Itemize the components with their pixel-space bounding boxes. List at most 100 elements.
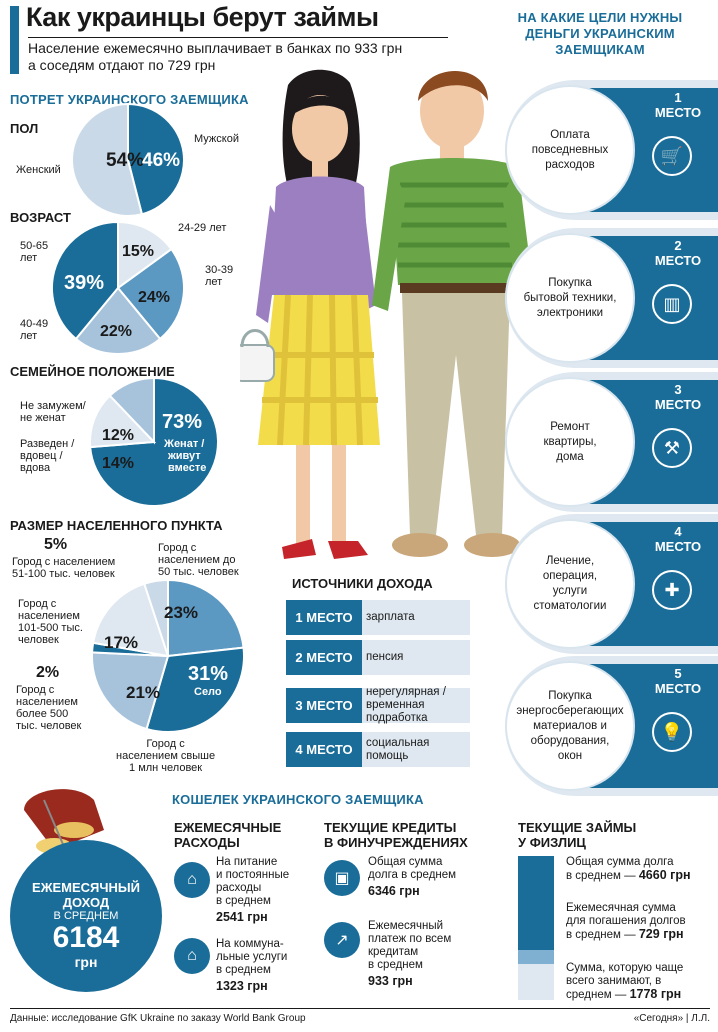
income-row: 1 МЕСТО зарплата: [286, 600, 470, 635]
credits-heading: ТЕКУЩИЕ КРЕДИТЫ В ФИНУЧРЕЖДЕНИЯХ: [324, 820, 468, 850]
food-icon: ⌂: [174, 862, 210, 898]
goal-3-rank: 3 МЕСТО: [638, 382, 718, 412]
income-row: 3 МЕСТО нерегулярная / временная подработка: [286, 686, 470, 724]
credit-monthly-c: кредитам: [368, 946, 419, 958]
footer-credit: «Сегодня» | Л.Л.: [633, 1013, 710, 1024]
goal-2-rank: 2 МЕСТО: [638, 238, 718, 268]
page-subtitle: Население ежемесячно выплачивает в банка…: [28, 40, 448, 74]
family-heading: СЕМЕЙНОЕ ПОЛОЖЕНИЕ: [10, 364, 175, 379]
age-label-30-39-a: 30-39: [205, 264, 234, 276]
income-heading: ИСТОЧНИКИ ДОХОДА: [292, 576, 433, 591]
goal-1-circle: Оплата повседневных расходов: [505, 85, 635, 215]
settlement-label-to50-c: 50 тыс. человек: [158, 566, 239, 578]
credit-total-value: 6346 грн: [368, 884, 420, 898]
goals-heading-3: ЗАЕМЩИКАМ: [555, 42, 645, 57]
age-label-50-65-b: лет: [20, 252, 38, 264]
expense-food-d: в среднем: [216, 895, 271, 907]
pie-slice-разведен-вдовец-вдова: [89, 394, 157, 449]
age-pct-30-39: 24%: [138, 289, 170, 306]
settlement-label-1m-b: населением свыше: [116, 750, 216, 762]
age-label-30-39: 30-39 лет: [205, 264, 233, 288]
age-heading: ВОЗРАСТ: [10, 210, 71, 225]
goal-5-line-2: энергосберегающих: [516, 704, 624, 717]
settlement-label-to50: Город с населением до 50 тыс. человек: [158, 542, 239, 578]
settlement-pie: 23% 17% 21% 31% Село: [91, 578, 245, 733]
credits-heading-2: В ФИНУЧРЕЖДЕНИЯХ: [324, 835, 468, 850]
settlement-label-1m: Город с населением свыше 1 млн человек: [116, 738, 215, 774]
goal-5-rank-word: МЕСТО: [654, 681, 702, 696]
growth-chart-icon: ↗: [324, 922, 360, 958]
income-row-text-line-1: нерегулярная /: [366, 686, 446, 698]
credit-monthly-value: 933 грн: [368, 974, 413, 988]
income-row: 4 МЕСТО социальная помощь: [286, 732, 470, 767]
goal-3-circle: Ремонт квартиры, дома: [505, 377, 635, 507]
family-married-label-b: живут: [167, 450, 201, 462]
credit-monthly-a: Ежемесячный: [368, 920, 444, 932]
age-pct-24-29: 15%: [122, 243, 154, 260]
credit-monthly-text: Ежемесячный платеж по всем кредитам в средн…: [368, 920, 451, 988]
goal-1-line-2: повседневных: [531, 143, 609, 156]
family-label-single-b: не женат: [20, 412, 66, 424]
loan-monthly-b: для погашения долгов: [566, 915, 686, 927]
gender-male-pct: 46%: [142, 150, 180, 171]
loans-heading: ТЕКУЩИЕ ЗАЙМЫ У ФИЗЛИЦ: [518, 820, 636, 850]
settlement-pct-500plus: 2%: [36, 664, 60, 681]
age-label-30-39-b: лет: [205, 276, 223, 288]
settlement-label-51-100-b: 51-100 тыс. человек: [12, 568, 115, 580]
pie-slice-женский: [71, 102, 144, 217]
expense-utilities-value: 1323 грн: [216, 979, 268, 993]
goal-4-line-1: Лечение,: [545, 555, 595, 567]
goal-5-rank: 5 МЕСТО: [638, 666, 718, 696]
income-circle-unit: грн: [74, 954, 98, 970]
wallet-heading: КОШЕЛЕК УКРАИНСКОГО ЗАЕМЩИКА: [172, 792, 424, 807]
goal-4-circle: Лечение, операция, услуги стоматологии: [505, 519, 635, 649]
expense-utilities-a: На коммуна-: [216, 938, 284, 950]
income-row-text: зарплата: [362, 600, 470, 635]
loan-monthly-text: Ежемесячная сумма для погашения долгов в …: [566, 902, 686, 942]
utilities-icon: ⌂: [174, 938, 210, 974]
income-row-text-line-2: помощь: [366, 749, 409, 762]
settlement-label-101-500-c: 101-500 тыс.: [18, 622, 83, 634]
family-label-single-a: Не замужем/: [20, 400, 86, 412]
family-label-divorced: Разведен / вдовец / вдова: [20, 438, 74, 474]
income-row-place: 3 МЕСТО: [286, 688, 362, 723]
settlement-label-101-500-b: населением: [18, 610, 80, 622]
settlement-label-500plus-d: тыс. человек: [16, 720, 82, 732]
expenses-heading: ЕЖЕМЕСЯЧНЫЕ РАСХОДЫ: [174, 820, 281, 850]
settlement-village-label: Село: [194, 686, 222, 698]
goal-1-line-1: Оплата: [550, 128, 590, 141]
income-row: 2 МЕСТО пенсия: [286, 640, 470, 675]
credit-total-b: долга в среднем: [368, 869, 457, 881]
goals-heading: НА КАКИЕ ЦЕЛИ НУЖНЫ ДЕНЬГИ УКРАИНСКИМ ЗА…: [505, 10, 695, 58]
subtitle-line-2: а соседям отдают по 729 грн: [28, 57, 216, 73]
income-circle: ЕЖЕМЕСЯЧНЫЙ ДОХОД В СРЕДНЕМ 6184 грн: [10, 840, 162, 992]
family-pct-married: 73%: [162, 411, 202, 433]
age-pct-40-49: 22%: [100, 323, 132, 340]
pie-slice-город-с-населением-до-50-тыс-человек: [167, 578, 245, 658]
income-circle-l2: ДОХОД: [62, 895, 110, 910]
pie-slice-40-49-лет: [74, 286, 162, 355]
loan-monthly-value: 729 грн: [638, 927, 684, 941]
settlement-pct-1m: 21%: [126, 683, 160, 702]
portrait-heading: ПОТРЕТ УКРАИНСКОГО ЗАЕМЩИКА: [10, 92, 249, 107]
settlement-label-500plus-b: населением: [16, 696, 78, 708]
goal-1-rank: 1 МЕСТО: [638, 90, 718, 120]
footer-divider: [10, 1008, 710, 1009]
income-row-text-line-1: зарплата: [366, 611, 415, 623]
family-married-label-c: вместе: [168, 462, 206, 474]
goal-5-line-3: материалов и: [533, 719, 607, 732]
pie-slice-24-29-лет: [117, 220, 173, 290]
goal-3-rank-word: МЕСТО: [654, 397, 702, 412]
goal-2-line-2: бытовой техники,: [523, 291, 617, 304]
goal-5-rank-number: 5: [674, 666, 682, 681]
gender-pie: 54% 46%: [71, 102, 185, 217]
income-circle-l3: В СРЕДНЕМ: [53, 910, 119, 922]
family-label-divorced-c: вдова: [20, 462, 51, 474]
income-row-place: 2 МЕСТО: [286, 640, 362, 675]
woman-figure: [240, 69, 380, 559]
goal-5-line-5: окон: [557, 749, 583, 762]
loans-bar-total: [518, 856, 554, 950]
age-label-50-65: 50-65 лет: [20, 240, 48, 264]
expense-utilities-c: в среднем: [216, 964, 271, 976]
credit-monthly-d: в среднем: [368, 959, 423, 971]
